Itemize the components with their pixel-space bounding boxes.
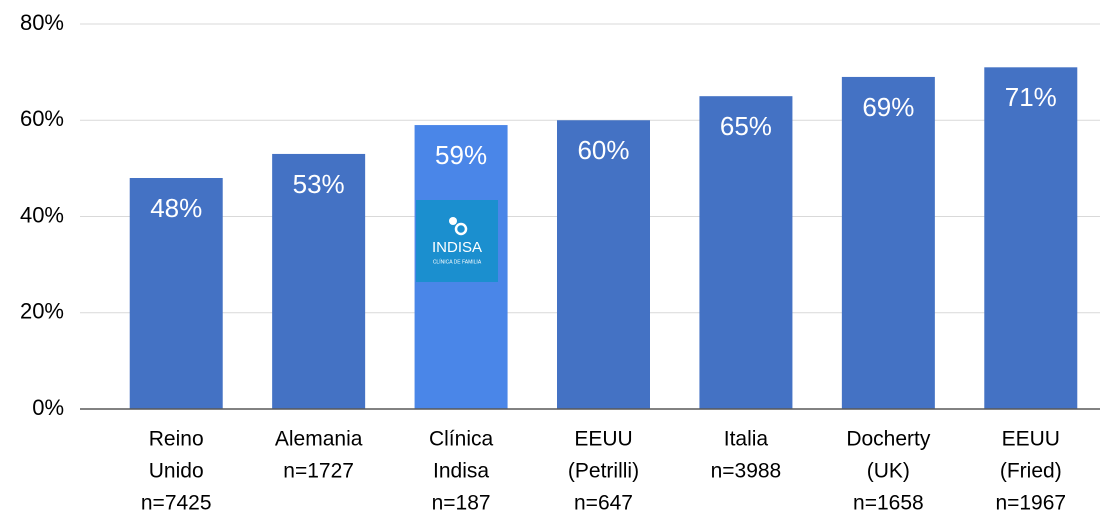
data-label: 48% [150,193,202,223]
bar [272,153,366,409]
x-tick-label: Indisa [433,460,489,483]
bar [699,96,793,409]
data-label: 59% [435,140,487,170]
data-label: 53% [293,169,345,199]
logo-text: INDISA [432,239,482,256]
logo-icon [454,222,468,236]
x-tick-label: EEUU [574,428,632,451]
x-tick-label: Reino [149,428,204,451]
y-tick-label: 0% [32,395,64,420]
bar [557,120,650,409]
data-label: 71% [1005,82,1057,112]
x-tick-label: n=3988 [711,460,782,483]
x-tick-label: Clínica [429,428,494,451]
bar [841,76,935,409]
y-tick-label: 40% [20,202,64,227]
y-tick-label: 20% [20,299,64,324]
x-tick-label: Docherty [846,428,931,451]
x-tick-label: n=1727 [283,460,354,483]
data-label: 65% [720,111,772,141]
data-label: 60% [577,135,629,165]
x-tick-label: (UK) [867,460,910,483]
y-tick-label: 80% [20,10,64,35]
logo: INDISA CLÍNICA DE FAMILIA [416,200,498,282]
bar [984,67,1078,409]
x-tick-label: EEUU [1002,428,1060,451]
x-tick-label: n=647 [574,492,633,515]
x-tick-label: (Petrilli) [568,460,639,483]
x-tick-label: Unido [149,460,204,483]
logo-icon [449,217,457,225]
logo-box [416,200,498,282]
logo-subtext: CLÍNICA DE FAMILIA [433,258,482,265]
x-tick-label: (Fried) [1000,460,1062,483]
x-tick-label: n=1967 [995,492,1066,515]
x-tick-label: n=187 [432,492,491,515]
y-tick-label: 60% [20,106,64,131]
x-tick-label: n=7425 [141,492,212,515]
bar [129,178,223,409]
data-label: 69% [862,92,914,122]
x-tick-label: Alemania [275,428,363,451]
x-tick-label: Italia [724,428,769,451]
x-tick-label: n=1658 [853,492,924,515]
